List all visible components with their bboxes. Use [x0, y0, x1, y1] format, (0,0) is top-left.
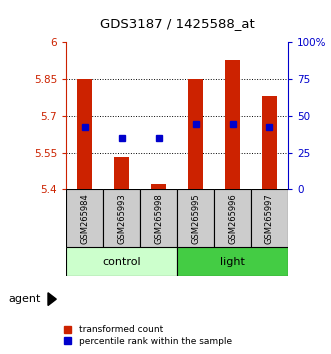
- Text: GSM265997: GSM265997: [265, 193, 274, 244]
- Polygon shape: [48, 293, 56, 306]
- Text: agent: agent: [8, 294, 41, 304]
- Bar: [151, 184, 166, 189]
- Text: GSM265984: GSM265984: [80, 193, 89, 244]
- Bar: [177, 247, 288, 276]
- Bar: [251, 189, 288, 247]
- Text: GSM265998: GSM265998: [154, 193, 163, 244]
- Text: GDS3187 / 1425588_at: GDS3187 / 1425588_at: [100, 17, 255, 30]
- Bar: [214, 189, 251, 247]
- Text: GSM265996: GSM265996: [228, 193, 237, 244]
- Bar: [225, 59, 240, 189]
- Bar: [114, 158, 129, 189]
- Bar: [66, 189, 103, 247]
- Bar: [66, 247, 177, 276]
- Bar: [177, 189, 214, 247]
- Bar: [262, 96, 277, 189]
- Bar: [103, 189, 140, 247]
- Text: light: light: [220, 257, 245, 267]
- Bar: [77, 79, 92, 189]
- Text: control: control: [102, 257, 141, 267]
- Bar: [140, 189, 177, 247]
- Text: GSM265993: GSM265993: [117, 193, 126, 244]
- Legend: transformed count, percentile rank within the sample: transformed count, percentile rank withi…: [64, 325, 232, 346]
- Text: GSM265995: GSM265995: [191, 193, 200, 244]
- Bar: [188, 79, 203, 189]
